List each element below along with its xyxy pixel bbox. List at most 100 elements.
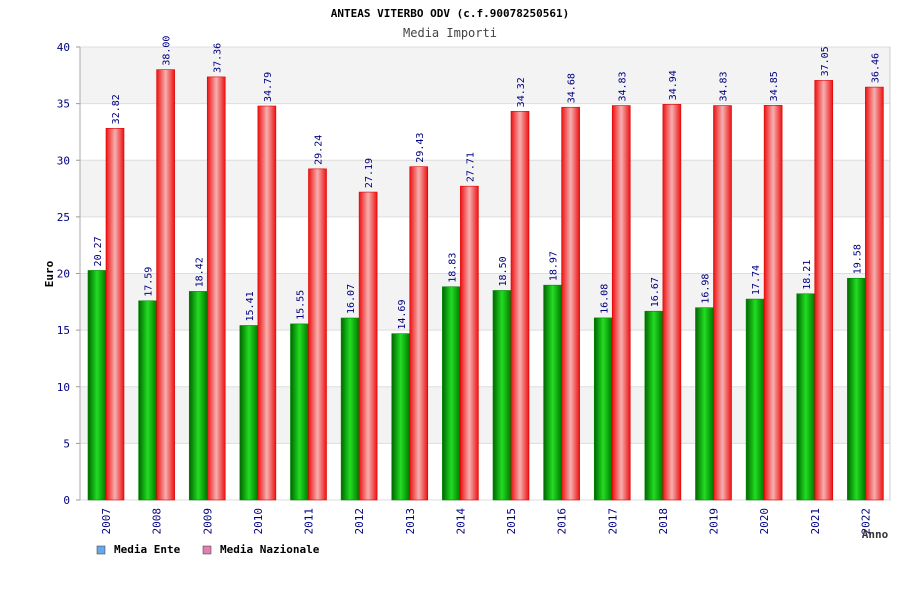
y-tick-label: 20 <box>57 268 70 281</box>
bar-series-0 <box>138 300 157 501</box>
x-tick-label: 2018 <box>657 508 670 535</box>
y-axis-ticks: 0 5 10 15 20 25 30 35 40 <box>57 41 81 507</box>
x-tick-label: 2009 <box>201 508 214 535</box>
bar-series-1 <box>865 86 884 501</box>
x-tick-label: 2007 <box>100 508 113 535</box>
bar-value-label: 19.58 <box>852 244 863 274</box>
bar-series-0 <box>745 298 765 501</box>
legend-label-series-1: Media Nazionale <box>220 543 320 556</box>
bar-value-label: 27.71 <box>465 152 476 182</box>
bar-value-label: 15.41 <box>245 291 256 321</box>
y-tick-label: 35 <box>57 98 70 111</box>
y-tick-label: 30 <box>57 154 70 167</box>
bar-value-label: 15.55 <box>296 290 307 320</box>
bar-series-1 <box>611 105 631 501</box>
bar-series-1 <box>510 111 530 501</box>
bar-labels: 20.27 32.82 17.59 38.00 18.42 37.36 15.41 34.79… <box>93 36 881 330</box>
y-tick-label: 40 <box>57 41 70 54</box>
x-tick-label: 2016 <box>556 508 569 535</box>
bar-value-label: 20.27 <box>93 236 104 266</box>
bar-value-label: 17.74 <box>751 265 762 295</box>
x-axis-label: Anno <box>862 528 889 541</box>
bar-value-label: 38.00 <box>162 36 173 66</box>
bar-series-0 <box>340 317 360 501</box>
legend-swatch-series-1 <box>202 545 212 555</box>
bar-series-1 <box>662 104 682 501</box>
bar-value-label: 18.50 <box>498 256 509 286</box>
bar-series-0 <box>188 291 208 501</box>
x-tick-label: 2014 <box>454 508 467 535</box>
bar-series-0 <box>442 286 461 501</box>
bar-value-label: 18.42 <box>194 257 205 287</box>
y-axis-label: Euro <box>43 260 56 287</box>
bar-series-0 <box>543 284 562 501</box>
bar-value-label: 37.36 <box>212 43 223 73</box>
legend-label-series-0: Media Ente <box>114 543 181 556</box>
bar-value-label: 34.85 <box>769 71 780 101</box>
bar-value-label: 36.46 <box>870 53 881 83</box>
x-axis-ticks: 2007 2008 2009 2010 2011 2012 2013 2014 2015 2016… <box>100 508 872 535</box>
x-tick-label: 2017 <box>606 508 619 535</box>
y-tick-label: 0 <box>63 494 70 507</box>
bar-value-label: 18.97 <box>549 251 560 281</box>
bar-value-label: 34.94 <box>668 70 679 100</box>
bar-series-1 <box>814 80 834 501</box>
x-tick-label: 2015 <box>505 508 518 535</box>
bar-series-1 <box>257 105 277 501</box>
bar-value-label: 34.83 <box>617 71 628 101</box>
bar-value-label: 37.05 <box>820 46 831 76</box>
bar-series-1 <box>763 105 783 501</box>
chart-title: ANTEAS VITERBO ODV (c.f.90078250561) <box>331 7 569 20</box>
bar-value-label: 16.98 <box>701 274 712 304</box>
bar-series-0 <box>593 317 613 501</box>
bar-value-label: 27.19 <box>364 158 375 188</box>
x-tick-label: 2021 <box>809 508 822 535</box>
bar-value-label: 16.07 <box>346 284 357 314</box>
x-tick-label: 2012 <box>353 508 366 535</box>
bar-series-1 <box>713 105 732 501</box>
y-tick-label: 10 <box>57 381 70 394</box>
bar-value-label: 16.67 <box>650 277 661 307</box>
bar-series-1 <box>561 106 580 501</box>
bar-value-label: 18.83 <box>447 253 458 283</box>
bars <box>87 69 884 501</box>
x-tick-label: 2019 <box>708 508 721 535</box>
bar-series-0 <box>87 270 107 501</box>
bar-value-label: 32.82 <box>111 94 122 124</box>
bar-series-0 <box>239 325 259 501</box>
bar-value-label: 17.59 <box>144 267 155 297</box>
bar-value-label: 29.24 <box>314 135 325 165</box>
y-tick-label: 15 <box>57 324 70 337</box>
bar-series-0 <box>695 307 714 501</box>
x-tick-label: 2011 <box>303 508 316 535</box>
bar-series-1 <box>358 191 378 501</box>
bar-value-label: 18.21 <box>802 260 813 290</box>
x-tick-label: 2022 <box>859 508 872 535</box>
bar-series-0 <box>796 293 816 501</box>
y-tick-label: 5 <box>63 437 70 450</box>
y-tick-label: 25 <box>57 211 70 224</box>
bar-value-label: 14.69 <box>397 300 408 330</box>
bar-value-label: 34.79 <box>263 72 274 102</box>
x-tick-label: 2010 <box>252 508 265 535</box>
bar-series-1 <box>460 185 479 501</box>
chart-subtitle: Media Importi <box>403 26 497 40</box>
bar-series-0 <box>391 333 411 501</box>
bar-value-label: 34.83 <box>719 71 730 101</box>
x-tick-label: 2008 <box>151 508 164 535</box>
x-tick-label: 2020 <box>758 508 771 535</box>
bar-value-label: 34.68 <box>567 73 578 103</box>
bar-series-0 <box>644 310 664 501</box>
bar-value-label: 29.43 <box>415 133 426 163</box>
legend-swatch-series-0 <box>96 545 106 555</box>
bar-series-0 <box>492 290 512 501</box>
bar-series-1 <box>156 69 175 501</box>
bar-series-1 <box>206 76 226 501</box>
x-tick-label: 2013 <box>404 508 417 535</box>
bar-series-1 <box>308 168 327 501</box>
bar-value-label: 34.32 <box>516 77 527 107</box>
bar-value-label: 16.08 <box>599 284 610 314</box>
bar-series-1 <box>105 128 125 501</box>
